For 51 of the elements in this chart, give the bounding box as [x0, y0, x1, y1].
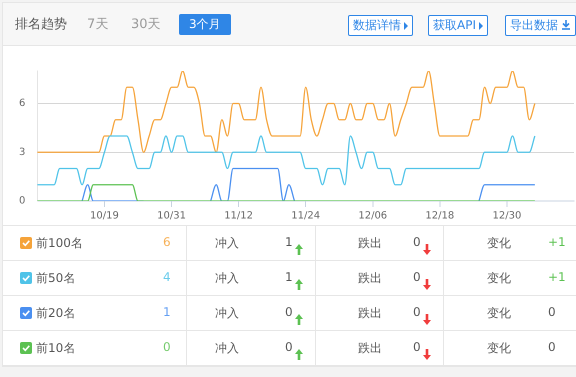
x-tick-label: 11/12	[224, 210, 254, 222]
text: 跌出	[358, 340, 382, 357]
text: 变化	[487, 340, 511, 357]
text: 导出数据	[510, 18, 558, 32]
text: 跌出	[358, 235, 382, 252]
text: 0	[285, 305, 293, 319]
text: +1	[548, 270, 566, 284]
text: 跌出	[358, 305, 382, 322]
text: 跌出	[358, 270, 382, 287]
text: 3个月	[179, 14, 231, 35]
text: 1	[163, 305, 171, 319]
text: 获取API	[433, 18, 476, 32]
text: 0	[285, 340, 293, 354]
legend-label: 前20名	[36, 305, 76, 322]
x-tick-label: 11/24	[291, 210, 320, 222]
text: 0	[413, 270, 421, 284]
text: 变化	[487, 235, 511, 252]
x-tick-label: 12/18	[425, 210, 454, 222]
text: 0	[413, 305, 421, 319]
legend-label: 前50名	[36, 270, 76, 287]
y-tick-label: 6	[18, 98, 26, 110]
text: 0	[163, 340, 171, 354]
x-tick-label: 12/30	[492, 210, 522, 222]
line-series	[36, 135, 536, 186]
legend-label: 前10名	[36, 340, 76, 357]
text: 冲入	[215, 235, 239, 252]
text: 30天	[131, 16, 161, 33]
text: 变化	[487, 305, 511, 322]
text: 变化	[487, 270, 511, 287]
text: 7天	[87, 16, 108, 33]
text: 4	[163, 270, 171, 284]
text: 0	[413, 235, 421, 249]
x-tick-label: 10/19	[90, 210, 119, 222]
x-tick-label: 10/31	[157, 210, 186, 222]
text: 1	[285, 235, 293, 249]
text: 1	[285, 270, 293, 284]
text: 0	[548, 340, 556, 354]
text: 0	[548, 305, 556, 319]
legend-label: 前100名	[36, 235, 83, 252]
line-series	[36, 71, 536, 153]
y-tick-label: 3	[18, 146, 26, 158]
y-tick-label: 0	[18, 196, 26, 207]
text: 冲入	[215, 340, 239, 357]
text: 冲入	[215, 305, 239, 322]
chart-title: 排名趋势	[15, 16, 67, 33]
text: 数据详情	[353, 18, 401, 32]
text: 6	[163, 235, 171, 249]
text: 冲入	[215, 270, 239, 287]
x-tick-label: 12/06	[358, 210, 388, 222]
text: +1	[548, 235, 566, 249]
text: 0	[413, 340, 421, 354]
